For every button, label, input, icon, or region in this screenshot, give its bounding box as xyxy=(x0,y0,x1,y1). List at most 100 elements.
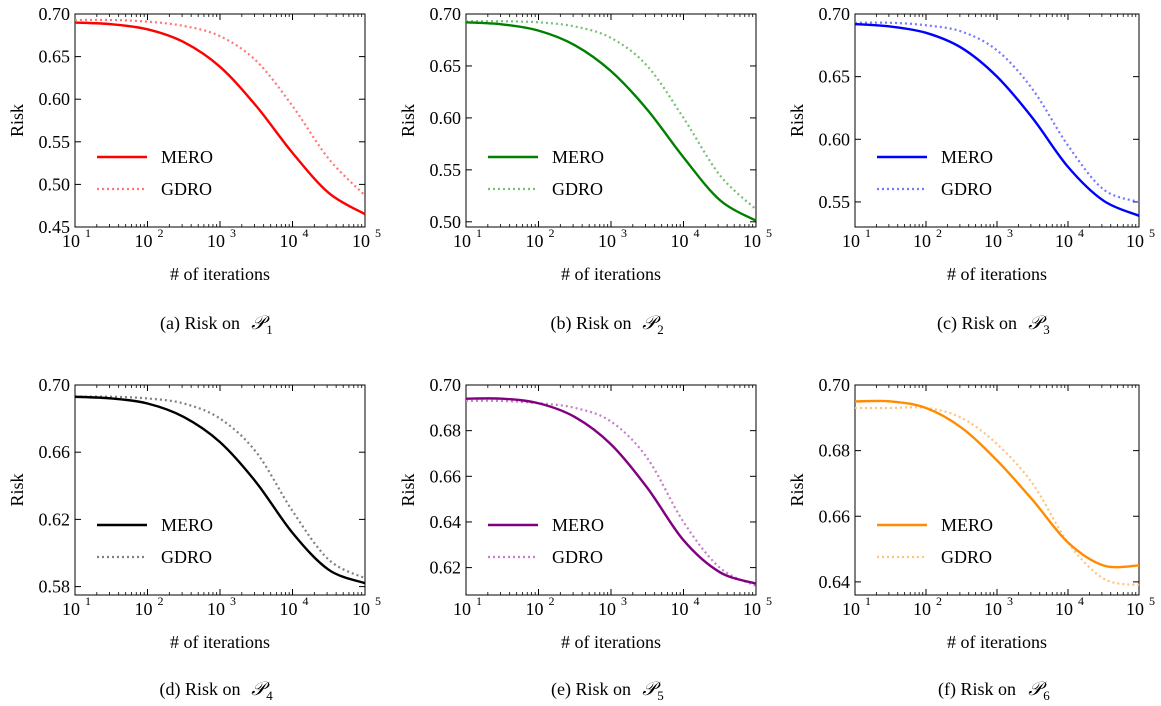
x-tick-exponent: 5 xyxy=(375,594,381,608)
x-tick-exponent: 1 xyxy=(865,226,871,240)
series-line-mero xyxy=(465,21,757,222)
series-line-mero xyxy=(74,395,366,585)
x-tick-exponent: 4 xyxy=(303,594,309,608)
y-tick-label: 0.70 xyxy=(39,4,71,24)
y-tick-label: 0.60 xyxy=(430,108,462,128)
legend-label-gdro: GDRO xyxy=(552,547,603,567)
x-tick-label: 10 xyxy=(453,231,471,251)
series-line-gdro xyxy=(74,395,366,580)
y-tick-label: 0.50 xyxy=(430,212,462,232)
x-tick-exponent: 1 xyxy=(476,594,482,608)
x-tick-exponent: 4 xyxy=(303,226,309,240)
x-tick-label: 10 xyxy=(207,231,225,251)
x-tick-label: 10 xyxy=(135,231,153,251)
x-axis-label: # of iterations xyxy=(947,632,1047,652)
y-tick-label: 0.70 xyxy=(430,375,462,395)
x-tick-exponent: 1 xyxy=(85,594,91,608)
x-tick-exponent: 1 xyxy=(85,226,91,240)
x-tick-exponent: 2 xyxy=(936,226,942,240)
x-tick-exponent: 4 xyxy=(1078,594,1084,608)
x-tick-label: 10 xyxy=(526,599,544,619)
chart-panel-4: 10 1 10 2 10 3 10 4 10 5 0.58 0.62 0.66 0.70 # of iter… xyxy=(7,375,381,703)
x-tick-label: 10 xyxy=(913,231,931,251)
x-tick-label: 10 xyxy=(913,599,931,619)
y-tick-label: 0.55 xyxy=(430,160,462,180)
caption-subscript: 6 xyxy=(1043,688,1050,703)
x-tick-exponent: 4 xyxy=(694,226,700,240)
y-tick-label: 0.70 xyxy=(39,375,71,395)
caption-subscript: 4 xyxy=(266,688,273,703)
y-axis-label: Risk xyxy=(7,104,27,137)
x-tick-label: 10 xyxy=(453,599,471,619)
x-tick-exponent: 5 xyxy=(766,594,772,608)
y-tick-label: 0.62 xyxy=(39,509,71,529)
y-tick-label: 0.58 xyxy=(39,577,71,597)
x-tick-label: 10 xyxy=(842,599,860,619)
series-line-mero xyxy=(465,397,757,585)
series-line-mero xyxy=(74,21,366,216)
caption-subscript: 5 xyxy=(657,688,664,703)
legend-label-mero: MERO xyxy=(941,515,993,535)
chart-panel-5: 10 1 10 2 10 3 10 4 10 5 0.62 0.64 0.66 0.68 0.70 # of … xyxy=(398,375,772,703)
x-tick-label: 10 xyxy=(842,231,860,251)
series-line-mero xyxy=(854,22,1140,217)
subfigure-caption: (e) Risk on xyxy=(551,679,631,700)
x-tick-exponent: 4 xyxy=(694,594,700,608)
chart-panel-6: 10 1 10 2 10 3 10 4 10 5 0.64 0.66 0.68 0.70 # of iter… xyxy=(787,375,1155,703)
x-axis-label: # of iterations xyxy=(170,264,270,284)
series-line-mero xyxy=(854,399,1140,569)
chart-panel-2: 10 1 10 2 10 3 10 4 10 5 0.50 0.55 0.60 0.65 0.70 # of … xyxy=(398,4,772,337)
x-axis-label: # of iterations xyxy=(561,632,661,652)
subfigure-caption: (f) Risk on xyxy=(938,679,1016,700)
y-tick-label: 0.60 xyxy=(819,129,851,149)
x-tick-label: 10 xyxy=(135,599,153,619)
legend-label-mero: MERO xyxy=(161,147,213,167)
y-tick-label: 0.64 xyxy=(430,512,462,532)
y-axis-label: Risk xyxy=(787,104,807,137)
y-tick-label: 0.70 xyxy=(819,4,851,24)
x-tick-exponent: 1 xyxy=(865,594,871,608)
legend-label-mero: MERO xyxy=(552,515,604,535)
x-tick-label: 10 xyxy=(598,599,616,619)
x-tick-exponent: 5 xyxy=(1149,594,1155,608)
y-tick-label: 0.66 xyxy=(430,466,462,486)
caption-subscript: 2 xyxy=(657,322,664,337)
series-line-gdro xyxy=(854,21,1140,203)
x-tick-label: 10 xyxy=(671,599,689,619)
legend-label-gdro: GDRO xyxy=(161,547,212,567)
y-tick-label: 0.65 xyxy=(430,56,462,76)
x-tick-label: 10 xyxy=(62,599,80,619)
subfigure-caption: (b) Risk on xyxy=(551,313,632,334)
x-tick-label: 10 xyxy=(207,599,225,619)
x-tick-label: 10 xyxy=(598,231,616,251)
x-axis-label: # of iterations xyxy=(561,264,661,284)
x-tick-exponent: 1 xyxy=(476,226,482,240)
x-tick-label: 10 xyxy=(1055,599,1073,619)
x-tick-label: 10 xyxy=(62,231,80,251)
y-tick-label: 0.68 xyxy=(430,421,462,441)
x-tick-label: 10 xyxy=(280,231,298,251)
legend-label-gdro: GDRO xyxy=(161,179,212,199)
y-tick-label: 0.50 xyxy=(39,174,71,194)
x-tick-exponent: 2 xyxy=(158,594,164,608)
series-line-gdro xyxy=(465,20,757,211)
y-tick-label: 0.65 xyxy=(39,47,71,67)
x-tick-label: 10 xyxy=(743,599,761,619)
legend-label-gdro: GDRO xyxy=(941,179,992,199)
x-tick-label: 10 xyxy=(743,231,761,251)
x-tick-label: 10 xyxy=(280,599,298,619)
x-tick-label: 10 xyxy=(984,231,1002,251)
x-axis-label: # of iterations xyxy=(947,264,1047,284)
x-tick-exponent: 5 xyxy=(766,226,772,240)
y-tick-label: 0.70 xyxy=(819,375,851,395)
x-tick-exponent: 3 xyxy=(230,594,236,608)
x-tick-exponent: 5 xyxy=(375,226,381,240)
x-tick-exponent: 3 xyxy=(230,226,236,240)
x-tick-exponent: 3 xyxy=(1007,594,1013,608)
y-tick-label: 0.55 xyxy=(39,132,71,152)
subfigure-caption: (d) Risk on xyxy=(160,679,241,700)
caption-subscript: 1 xyxy=(266,322,273,337)
plot-frame xyxy=(465,384,757,596)
y-tick-label: 0.55 xyxy=(819,192,851,212)
